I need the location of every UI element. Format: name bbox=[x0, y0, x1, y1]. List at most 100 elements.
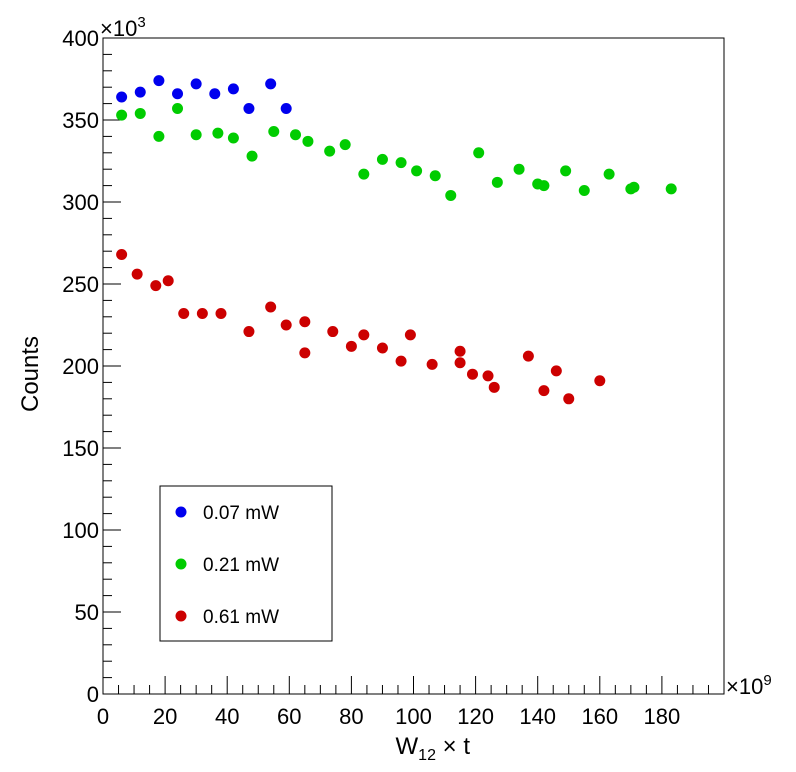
data-point-series-3 bbox=[466, 368, 478, 380]
y-tick-label: 250 bbox=[62, 272, 99, 297]
data-point-series-3 bbox=[594, 375, 606, 387]
data-point-series-2 bbox=[116, 109, 128, 121]
data-point-series-3 bbox=[299, 316, 311, 328]
y-tick-label: 300 bbox=[62, 190, 99, 215]
x-tick-label: 0 bbox=[97, 704, 109, 729]
data-point-series-3 bbox=[327, 326, 339, 338]
x-tick-label: 60 bbox=[277, 704, 301, 729]
data-point-series-2 bbox=[513, 163, 525, 175]
data-point-series-1 bbox=[172, 88, 184, 100]
y-tick-label: 200 bbox=[62, 354, 99, 379]
y-tick-label: 0 bbox=[87, 682, 99, 707]
y-tick-label: 100 bbox=[62, 518, 99, 543]
data-point-series-2 bbox=[538, 180, 550, 192]
x-tick-label: 40 bbox=[215, 704, 239, 729]
legend-label: 0.07 mW bbox=[203, 503, 279, 524]
data-point-series-1 bbox=[190, 78, 202, 90]
data-point-series-1 bbox=[116, 91, 128, 103]
legend-marker bbox=[175, 558, 187, 570]
data-point-series-3 bbox=[426, 358, 438, 370]
data-point-series-2 bbox=[411, 165, 423, 177]
data-point-series-2 bbox=[339, 139, 351, 151]
data-point-series-2 bbox=[190, 129, 202, 141]
data-point-series-1 bbox=[153, 75, 165, 87]
data-point-series-1 bbox=[209, 88, 221, 100]
data-point-series-2 bbox=[212, 127, 224, 139]
data-point-series-2 bbox=[665, 183, 677, 195]
data-point-series-2 bbox=[628, 181, 640, 193]
data-point-series-2 bbox=[376, 153, 388, 165]
data-point-series-3 bbox=[550, 365, 562, 377]
data-point-series-2 bbox=[302, 135, 314, 147]
legend-marker bbox=[175, 506, 187, 518]
data-point-series-2 bbox=[395, 157, 407, 169]
data-point-series-3 bbox=[243, 326, 255, 338]
data-point-series-2 bbox=[560, 165, 572, 177]
data-point-series-2 bbox=[429, 170, 441, 182]
x-axis-tick-labels: 0 20 40 60 80 100 120 140 160 180 bbox=[97, 704, 680, 729]
data-point-series-2 bbox=[172, 103, 184, 115]
y-tick-label: 350 bbox=[62, 108, 99, 133]
data-point-series-3 bbox=[280, 319, 292, 331]
data-point-series-3 bbox=[178, 308, 190, 320]
data-point-series-3 bbox=[215, 308, 227, 320]
y-tick-label: 50 bbox=[75, 600, 99, 625]
x-axis-ticks bbox=[102, 676, 725, 694]
data-point-series-2 bbox=[268, 125, 280, 137]
data-point-series-1 bbox=[227, 83, 239, 95]
legend-box bbox=[159, 485, 333, 642]
y-axis-tick-labels: 0 50 100 150 200 250 300 350 400 bbox=[62, 26, 99, 707]
data-point-series-2 bbox=[473, 147, 485, 159]
y-multiplier-label: ×103 bbox=[100, 14, 146, 41]
data-point-series-2 bbox=[246, 150, 258, 162]
data-point-series-3 bbox=[404, 329, 416, 341]
legend: 0.07 mW 0.21 mW 0.61 mW bbox=[159, 485, 333, 642]
data-point-series-3 bbox=[454, 357, 466, 369]
data-point-series-1 bbox=[265, 78, 277, 90]
data-point-series-3 bbox=[265, 301, 277, 313]
y-axis-label: Counts bbox=[17, 336, 44, 412]
x-multiplier-label: ×109 bbox=[726, 672, 772, 699]
data-point-series-3 bbox=[299, 347, 311, 359]
data-point-series-2 bbox=[578, 185, 590, 197]
x-tick-label: 100 bbox=[395, 704, 432, 729]
data-point-series-2 bbox=[290, 129, 302, 141]
data-point-series-3 bbox=[196, 308, 208, 320]
data-point-series-3 bbox=[345, 340, 357, 352]
data-point-series-3 bbox=[358, 329, 370, 341]
data-point-series-2 bbox=[445, 189, 457, 201]
data-points bbox=[116, 75, 677, 405]
legend-label: 0.61 mW bbox=[203, 607, 279, 628]
y-tick-label: 400 bbox=[62, 26, 99, 51]
x-tick-label: 20 bbox=[153, 704, 177, 729]
data-point-series-3 bbox=[150, 280, 162, 292]
data-point-series-2 bbox=[491, 176, 503, 188]
data-point-series-2 bbox=[603, 168, 615, 180]
data-point-series-3 bbox=[522, 350, 534, 362]
data-point-series-2 bbox=[227, 132, 239, 144]
data-point-series-3 bbox=[563, 393, 575, 405]
data-point-series-1 bbox=[280, 103, 292, 115]
data-point-series-1 bbox=[243, 103, 255, 115]
data-point-series-2 bbox=[358, 168, 370, 180]
data-point-series-3 bbox=[488, 381, 500, 393]
x-tick-label: 140 bbox=[519, 704, 556, 729]
x-tick-label: 180 bbox=[644, 704, 681, 729]
y-tick-label: 150 bbox=[62, 436, 99, 461]
data-point-series-3 bbox=[454, 345, 466, 357]
legend-label: 0.21 mW bbox=[203, 555, 279, 576]
data-point-series-3 bbox=[538, 385, 550, 397]
data-point-series-3 bbox=[395, 355, 407, 367]
x-tick-label: 160 bbox=[581, 704, 618, 729]
x-tick-label: 80 bbox=[339, 704, 363, 729]
data-point-series-3 bbox=[116, 248, 128, 260]
data-point-series-3 bbox=[131, 268, 143, 280]
data-point-series-1 bbox=[134, 86, 146, 98]
data-point-series-3 bbox=[482, 370, 494, 382]
y-axis-ticks bbox=[103, 37, 121, 695]
x-axis-label: W12 × t bbox=[396, 733, 471, 764]
legend-marker bbox=[175, 610, 187, 622]
data-point-series-2 bbox=[153, 130, 165, 142]
data-point-series-3 bbox=[162, 275, 174, 287]
